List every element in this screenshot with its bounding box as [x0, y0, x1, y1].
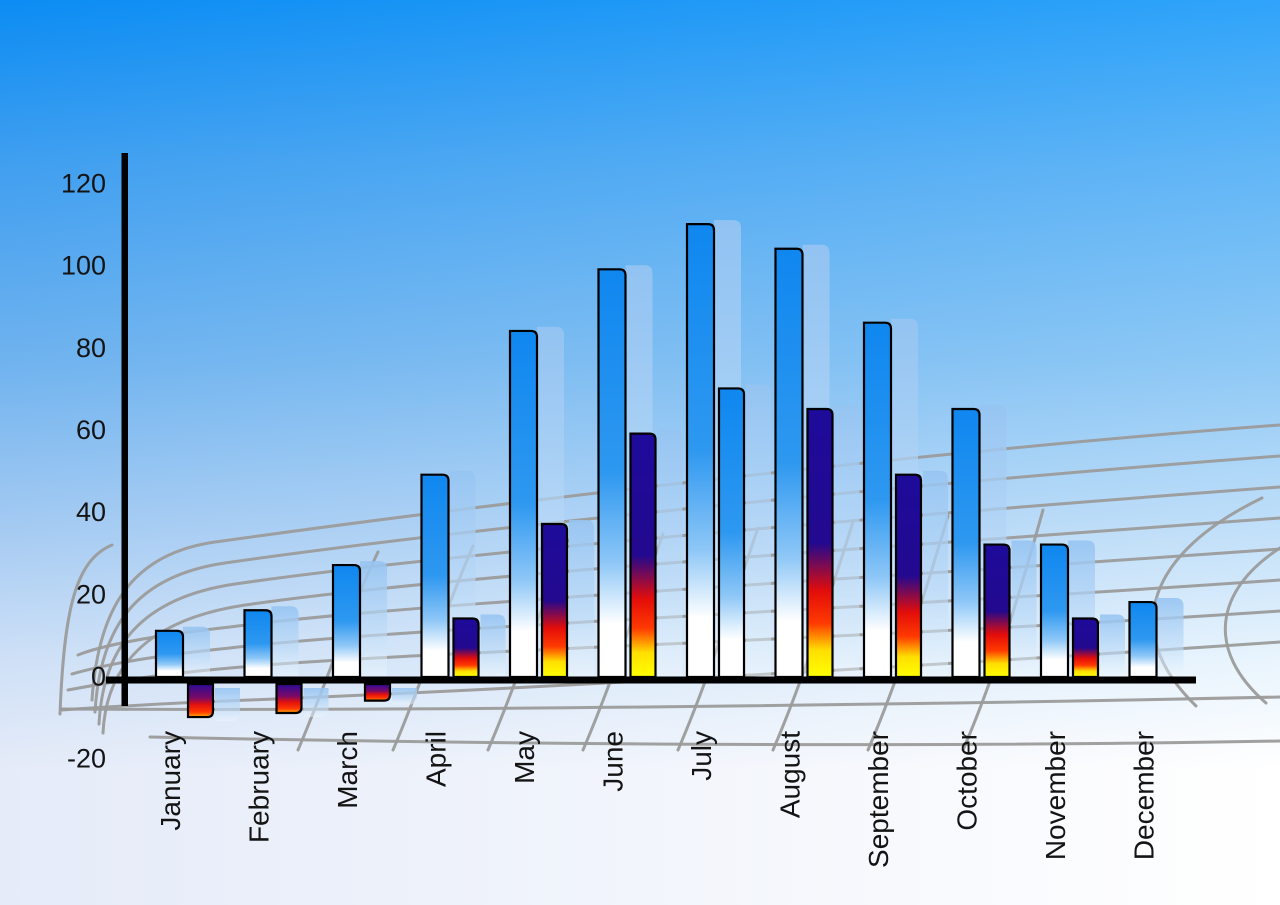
- y-axis-tick-label: 20: [76, 579, 106, 609]
- bar-series1-february: [243, 609, 273, 679]
- bar-shadow-series2: [392, 688, 417, 705]
- bar-shadow-series2: [923, 470, 948, 676]
- bars: [154, 220, 1184, 722]
- bar-series2-july: [717, 387, 746, 679]
- bar-series1-november: [1039, 543, 1070, 679]
- bar-series1-april: [420, 473, 450, 679]
- bar-series2-april: [452, 617, 480, 679]
- y-axis-tick-label: 60: [76, 415, 106, 445]
- month-group-june: [597, 265, 683, 679]
- bar-series2-june: [629, 432, 657, 679]
- bar-shadow-series2: [569, 520, 594, 676]
- month-group-january: [154, 626, 240, 722]
- axes: [106, 153, 1196, 706]
- x-axis-zero-line: [106, 676, 1196, 684]
- bar-shadow-series2: [303, 688, 329, 717]
- bar-series2-may: [540, 522, 569, 679]
- x-axis-month-label: March: [332, 731, 363, 809]
- bar-series1-december: [1128, 600, 1158, 679]
- axis-labels: 120 100 80 60 40 20 0 -20 January February March Ap…: [61, 168, 1160, 867]
- x-axis-month-label: December: [1129, 731, 1160, 860]
- bar-series2-september: [894, 473, 923, 679]
- grid-line: [1151, 496, 1264, 708]
- x-axis-month-label: July: [686, 731, 717, 781]
- bar-series2-november: [1071, 617, 1100, 679]
- x-axis-month-label: January: [155, 731, 186, 831]
- bar-series1-september: [862, 321, 893, 679]
- bar-shadow-series1: [360, 561, 387, 676]
- bar-shadow-series2: [480, 614, 506, 676]
- month-group-november: [1039, 540, 1125, 679]
- bar-series1-july: [685, 223, 716, 679]
- bar-shadow-series2: [215, 688, 240, 722]
- month-group-september: [862, 318, 948, 679]
- month-group-march: [331, 561, 417, 705]
- y-axis-tick-label: 0: [91, 661, 106, 691]
- bar-shadow-series2: [746, 384, 771, 676]
- bar-series1-october: [951, 407, 981, 679]
- month-group-may: [508, 326, 594, 679]
- y-axis-tick-label: 80: [76, 333, 106, 363]
- bar-shadow-series2: [1011, 540, 1037, 676]
- bar-series2-october: [983, 543, 1011, 679]
- x-axis-month-label: November: [1040, 731, 1071, 860]
- y-axis-tick-label: -20: [67, 744, 106, 774]
- y-axis-tick-label: 40: [76, 497, 106, 527]
- x-axis-month-label: April: [421, 731, 452, 787]
- bar-series2-march: [363, 682, 392, 702]
- bar-shadow-series1: [271, 606, 299, 676]
- x-axis-month-label: September: [863, 731, 894, 868]
- month-group-august: [774, 244, 860, 679]
- bar-shadow-series1: [1156, 598, 1184, 676]
- bar-series1-march: [331, 563, 362, 679]
- bar-shadow-series2: [834, 404, 860, 676]
- bar-shadow-series1: [183, 626, 210, 676]
- x-axis-month-label: October: [952, 731, 983, 831]
- grid-line: [1223, 546, 1280, 705]
- bar-series2-february: [275, 682, 303, 715]
- x-axis-month-label: August: [775, 731, 806, 818]
- x-axis-month-label: May: [509, 731, 540, 784]
- bar-series1-june: [597, 268, 627, 679]
- bar-series1-august: [774, 247, 804, 679]
- bar-series1-january: [154, 629, 185, 679]
- bar-series2-august: [806, 407, 834, 679]
- month-group-july: [685, 220, 771, 679]
- month-group-april: [420, 470, 506, 679]
- y-axis-line: [121, 153, 128, 706]
- month-group-february: [243, 606, 329, 717]
- bar-series2-january: [186, 682, 215, 719]
- bar-series1-may: [508, 329, 539, 679]
- x-axis-month-label: February: [244, 731, 275, 843]
- y-axis-tick-label: 120: [61, 168, 106, 198]
- x-axis-month-label: June: [598, 731, 629, 792]
- grid-line: [58, 543, 114, 716]
- month-group-december: [1128, 598, 1184, 679]
- bar-shadow-series2: [657, 429, 683, 676]
- y-axis-tick-label: 100: [61, 251, 106, 281]
- month-group-october: [951, 404, 1037, 679]
- bar-shadow-series2: [1100, 614, 1125, 676]
